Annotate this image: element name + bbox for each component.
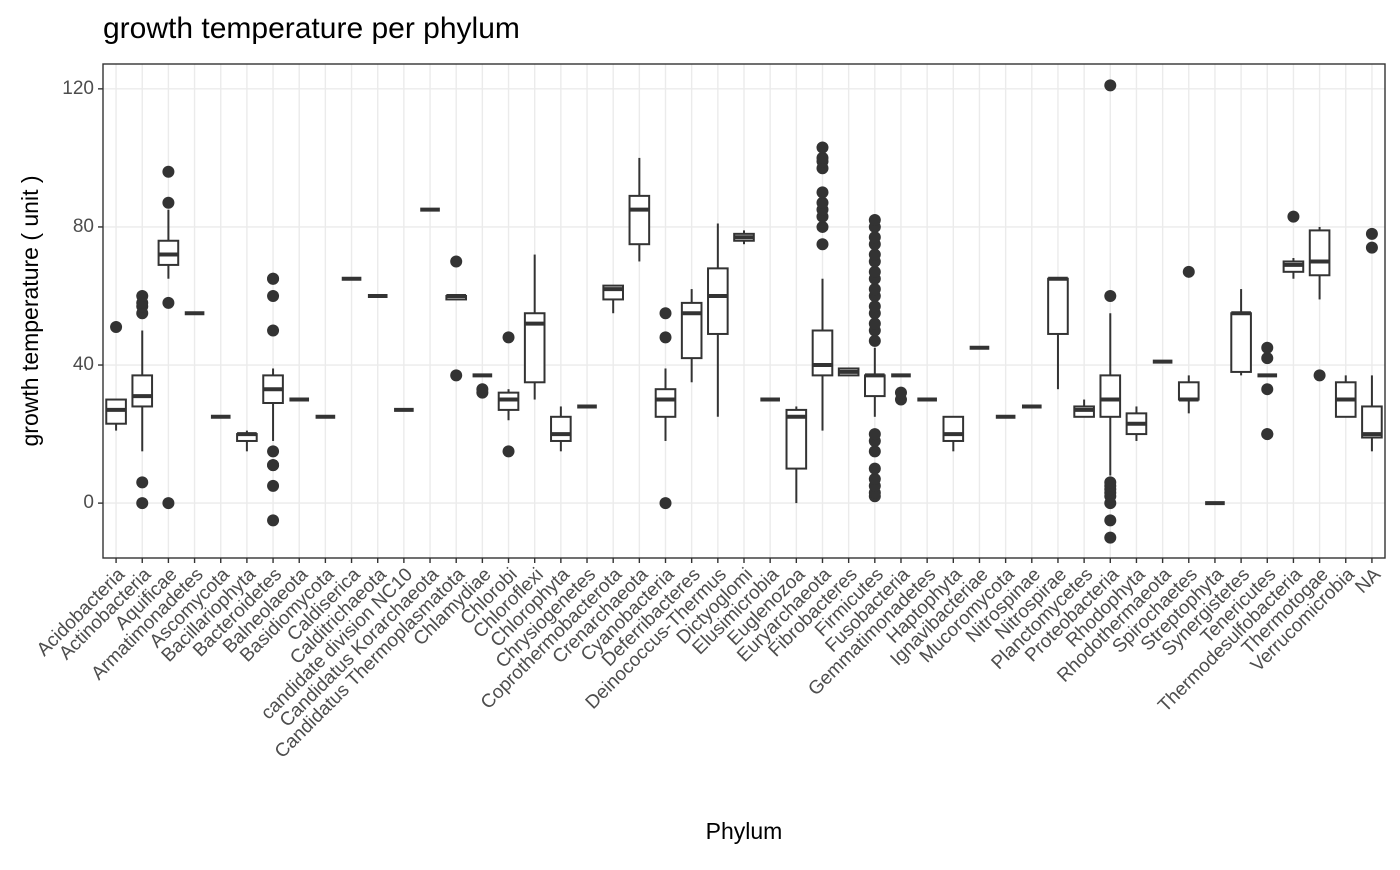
outlier — [659, 307, 672, 320]
outlier — [162, 296, 175, 309]
outlier — [868, 214, 881, 227]
outlier — [1365, 241, 1378, 254]
outlier — [868, 472, 881, 485]
outlier — [816, 220, 829, 233]
outlier — [267, 445, 280, 458]
outlier — [136, 497, 149, 510]
outlier — [868, 428, 881, 441]
outlier — [267, 514, 280, 527]
y-tick-label: 120 — [62, 78, 94, 99]
box — [1308, 229, 1331, 277]
outlier — [868, 317, 881, 330]
outlier — [868, 231, 881, 244]
outlier — [136, 476, 149, 489]
box — [1361, 405, 1383, 439]
outlier — [868, 334, 881, 347]
x-tick-label: NA — [1351, 564, 1385, 598]
outlier — [450, 369, 463, 382]
outlier — [267, 289, 280, 302]
y-axis-title: growth temperature ( unit ) — [17, 175, 43, 446]
outlier — [162, 196, 175, 209]
outlier — [1365, 227, 1378, 240]
box — [785, 408, 808, 470]
outlier — [1104, 514, 1117, 527]
box — [1047, 277, 1069, 335]
box — [523, 312, 546, 384]
outlier — [502, 331, 515, 344]
outlier — [502, 445, 515, 458]
outlier — [1261, 341, 1274, 354]
outlier — [476, 383, 489, 396]
box — [680, 301, 703, 360]
outlier — [162, 165, 175, 178]
outlier — [1261, 383, 1274, 396]
outlier — [868, 462, 881, 475]
outlier — [868, 300, 881, 313]
y-tick-label: 0 — [83, 492, 94, 513]
box — [1177, 381, 1200, 401]
box — [628, 194, 651, 246]
box — [864, 374, 886, 398]
plot-border — [102, 63, 1386, 559]
outlier — [267, 459, 280, 472]
outlier — [267, 272, 280, 285]
outlier — [110, 321, 123, 334]
outlier — [1287, 210, 1300, 223]
box — [1230, 312, 1252, 373]
outlier — [1261, 352, 1274, 365]
outlier — [1261, 428, 1274, 441]
box — [550, 415, 572, 442]
x-axis-title: Phylum — [706, 818, 783, 844]
outlier — [659, 331, 672, 344]
outlier — [1104, 531, 1117, 544]
outlier — [816, 238, 829, 251]
box — [942, 415, 965, 442]
outlier — [816, 186, 829, 199]
outlier — [1182, 265, 1195, 278]
outlier — [868, 283, 881, 296]
outlier — [136, 289, 149, 302]
outlier — [162, 497, 175, 510]
outlier — [894, 386, 907, 399]
outlier — [267, 479, 280, 492]
outlier — [816, 141, 829, 154]
box — [654, 388, 677, 418]
box — [707, 267, 729, 335]
box — [1099, 374, 1122, 418]
outlier — [1104, 476, 1117, 489]
outlier — [816, 196, 829, 209]
outlier — [1104, 289, 1117, 302]
outlier — [1104, 79, 1117, 92]
outlier — [659, 497, 672, 510]
outlier — [267, 324, 280, 337]
y-tick-label: 80 — [73, 216, 94, 237]
box — [811, 329, 834, 377]
outlier — [868, 265, 881, 278]
outlier — [868, 248, 881, 261]
y-tick-label: 40 — [73, 354, 94, 375]
outlier — [450, 255, 463, 268]
box — [131, 374, 154, 408]
outlier — [816, 151, 829, 164]
chart-title: growth temperature per phylum — [103, 12, 520, 45]
outlier — [1313, 369, 1326, 382]
outlier — [868, 445, 881, 458]
